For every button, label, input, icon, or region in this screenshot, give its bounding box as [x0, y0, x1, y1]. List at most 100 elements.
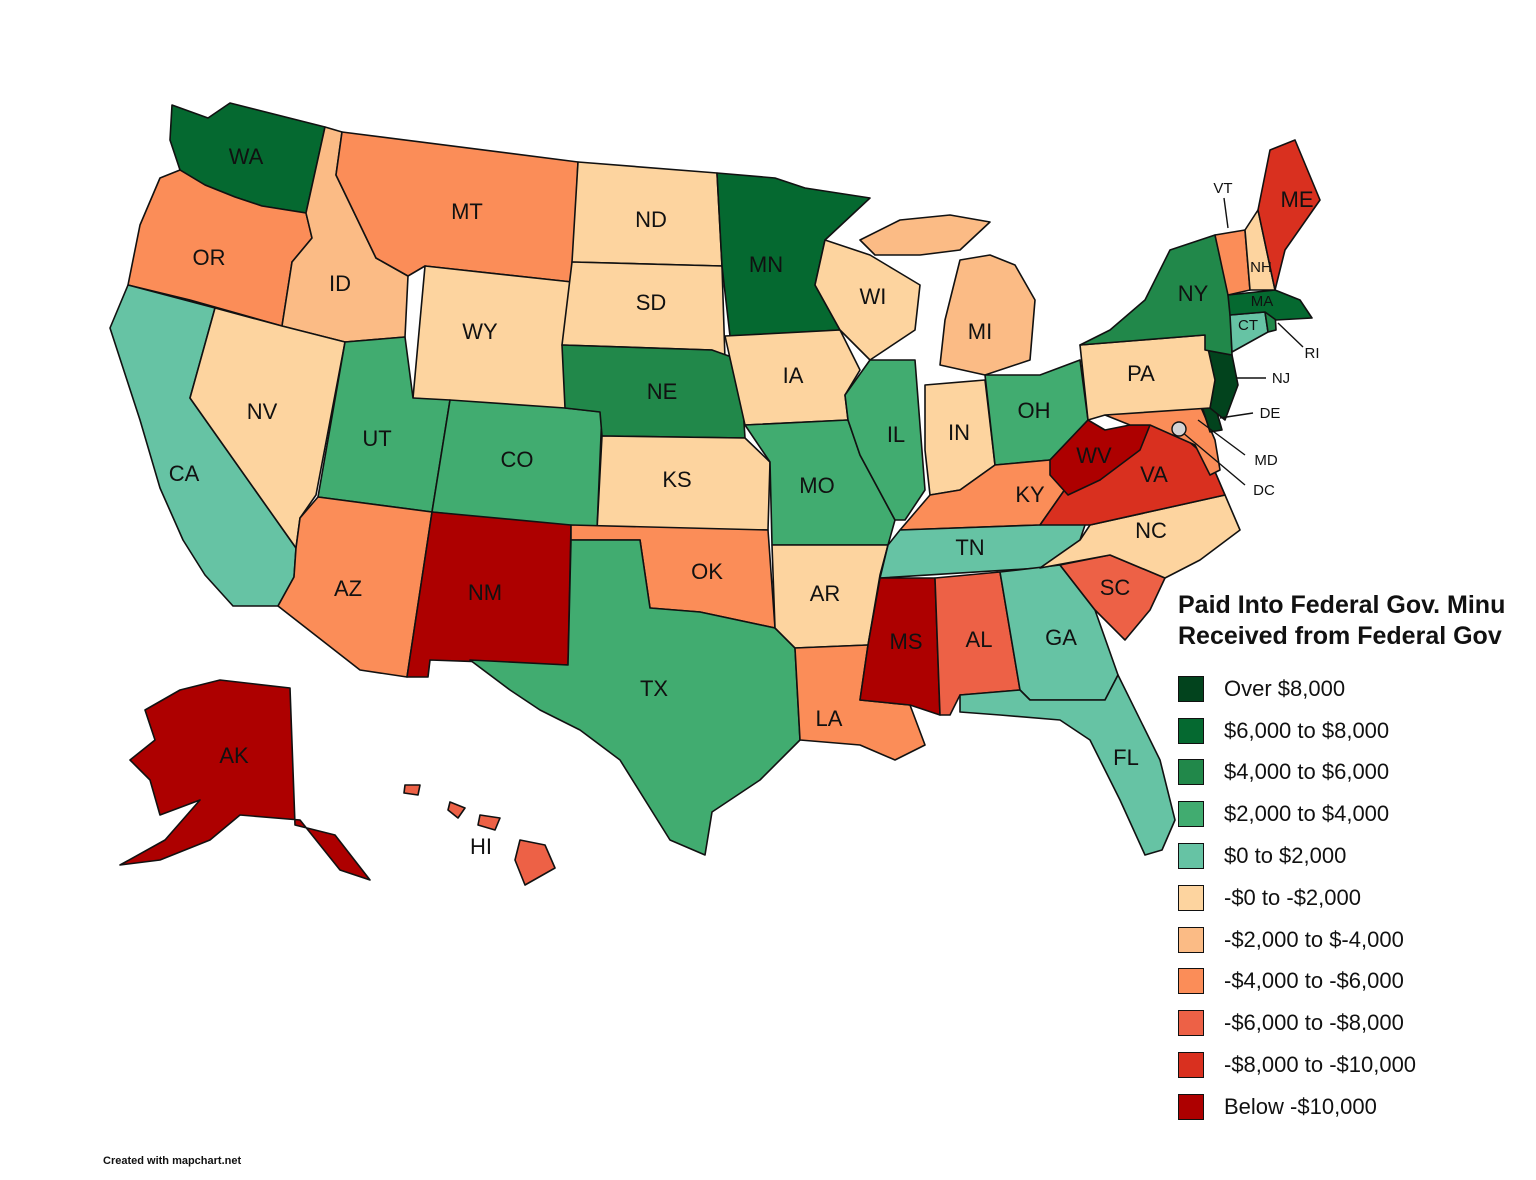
- legend-swatch: [1178, 968, 1204, 995]
- state-labels: WA OR CA ID NV MT WY UT AZ CO NM ND SD N…: [169, 144, 1320, 859]
- label-ut: UT: [362, 426, 391, 451]
- label-fl: FL: [1113, 745, 1139, 770]
- label-wy: WY: [462, 319, 498, 344]
- legend-swatch: [1178, 843, 1204, 870]
- leader-ri: [1277, 322, 1304, 348]
- label-me: ME: [1281, 187, 1314, 212]
- label-ct: CT: [1238, 317, 1258, 334]
- label-mi: MI: [968, 319, 992, 344]
- label-nv: NV: [247, 399, 278, 424]
- legend-label: $4,000 to $6,000: [1224, 759, 1390, 785]
- label-de: DE: [1260, 405, 1281, 422]
- label-ia: IA: [783, 363, 804, 388]
- legend-label: -$2,000 to $-4,000: [1224, 926, 1404, 952]
- leader-md: [1197, 419, 1246, 456]
- label-ca: CA: [169, 461, 200, 486]
- leader-vt: [1223, 197, 1229, 229]
- label-ms: MS: [890, 629, 923, 654]
- label-sd: SD: [636, 290, 667, 315]
- label-nd: ND: [635, 207, 667, 232]
- label-hi: HI: [470, 834, 492, 859]
- legend-label: -$0 to -$2,000: [1224, 884, 1361, 910]
- state-ma: [1227, 289, 1313, 321]
- label-dc: DC: [1253, 482, 1275, 499]
- state-wv: [1049, 419, 1151, 496]
- label-mt: MT: [451, 199, 483, 224]
- leader-de: [1219, 412, 1254, 419]
- label-wv: WV: [1076, 443, 1112, 468]
- legend-swatch: [1178, 1093, 1204, 1120]
- legend-item: -$6,000 to -$8,000: [1178, 1002, 1536, 1044]
- label-ar: AR: [810, 581, 841, 606]
- legend-title-line-2: Received from Federal Gov: [1178, 622, 1502, 650]
- label-vt: VT: [1213, 180, 1232, 197]
- label-ne: NE: [647, 379, 678, 404]
- legend-swatch: [1178, 717, 1204, 744]
- label-wi: WI: [860, 284, 887, 309]
- label-sc: SC: [1100, 575, 1131, 600]
- legend-swatch: [1178, 926, 1204, 953]
- label-az: AZ: [334, 576, 362, 601]
- label-wa: WA: [229, 144, 264, 169]
- legend-item: -$4,000 to -$6,000: [1178, 961, 1536, 1003]
- label-ma: MA: [1251, 293, 1274, 310]
- state-wi: [814, 239, 921, 361]
- legend-item: Below -$10,000: [1178, 1086, 1536, 1128]
- label-or: OR: [193, 245, 226, 270]
- dc-marker: [1171, 421, 1187, 437]
- label-tx: TX: [640, 676, 668, 701]
- label-ok: OK: [691, 559, 723, 584]
- state-il: [844, 359, 926, 521]
- label-il: IL: [887, 422, 905, 447]
- legend-label: Over $8,000: [1224, 675, 1346, 701]
- legend-item: $4,000 to $6,000: [1178, 752, 1536, 794]
- legend-item: $0 to $2,000: [1178, 835, 1536, 877]
- legend-item: -$8,000 to -$10,000: [1178, 1044, 1536, 1086]
- state-ak: [119, 679, 371, 881]
- legend-label: $6,000 to $8,000: [1224, 717, 1390, 743]
- label-va: VA: [1140, 462, 1168, 487]
- state-me: [1257, 139, 1321, 291]
- label-id: ID: [329, 271, 351, 296]
- label-pa: PA: [1127, 361, 1155, 386]
- state-nv: [189, 307, 346, 549]
- state-nc: [1039, 494, 1241, 579]
- state-shapes: [109, 102, 1321, 886]
- state-tx: [469, 539, 801, 856]
- legend: Paid Into Federal Gov. Minu Received fro…: [1178, 590, 1536, 1128]
- state-mi: [859, 214, 1036, 376]
- legend-item: Over $8,000: [1178, 668, 1536, 710]
- label-al: AL: [966, 627, 993, 652]
- legend-swatch: [1178, 1010, 1204, 1037]
- legend-label: -$4,000 to -$6,000: [1224, 968, 1404, 994]
- legend-item: $6,000 to $8,000: [1178, 710, 1536, 752]
- label-tn: TN: [955, 535, 984, 560]
- legend-swatch: [1178, 759, 1204, 786]
- label-co: CO: [501, 447, 534, 472]
- legend-swatch: [1178, 801, 1204, 828]
- leader-dc: [1181, 431, 1246, 486]
- state-ny: [1079, 234, 1233, 356]
- legend-swatch: [1178, 675, 1204, 702]
- state-fl: [959, 674, 1176, 856]
- legend-items: Over $8,000 $6,000 to $8,000 $4,000 to $…: [1178, 668, 1536, 1128]
- state-hi: [403, 784, 556, 886]
- legend-item: $2,000 to $4,000: [1178, 793, 1536, 835]
- legend-label: Below -$10,000: [1224, 1093, 1377, 1119]
- label-la: LA: [816, 706, 843, 731]
- label-ny: NY: [1178, 281, 1209, 306]
- legend-title-line-1: Paid Into Federal Gov. Minu: [1178, 591, 1506, 619]
- legend-swatch: [1178, 1052, 1204, 1079]
- label-ak: AK: [219, 743, 249, 768]
- label-ks: KS: [662, 467, 691, 492]
- label-oh: OH: [1018, 398, 1051, 423]
- label-md: MD: [1254, 452, 1277, 469]
- legend-label: $0 to $2,000: [1224, 843, 1347, 869]
- label-mo: MO: [799, 473, 834, 498]
- label-nj: NJ: [1272, 370, 1290, 387]
- credit-text: Created with mapchart.net: [103, 1155, 242, 1167]
- label-leaders: [1171, 197, 1304, 486]
- label-mn: MN: [749, 252, 783, 277]
- legend-label: $2,000 to $4,000: [1224, 801, 1390, 827]
